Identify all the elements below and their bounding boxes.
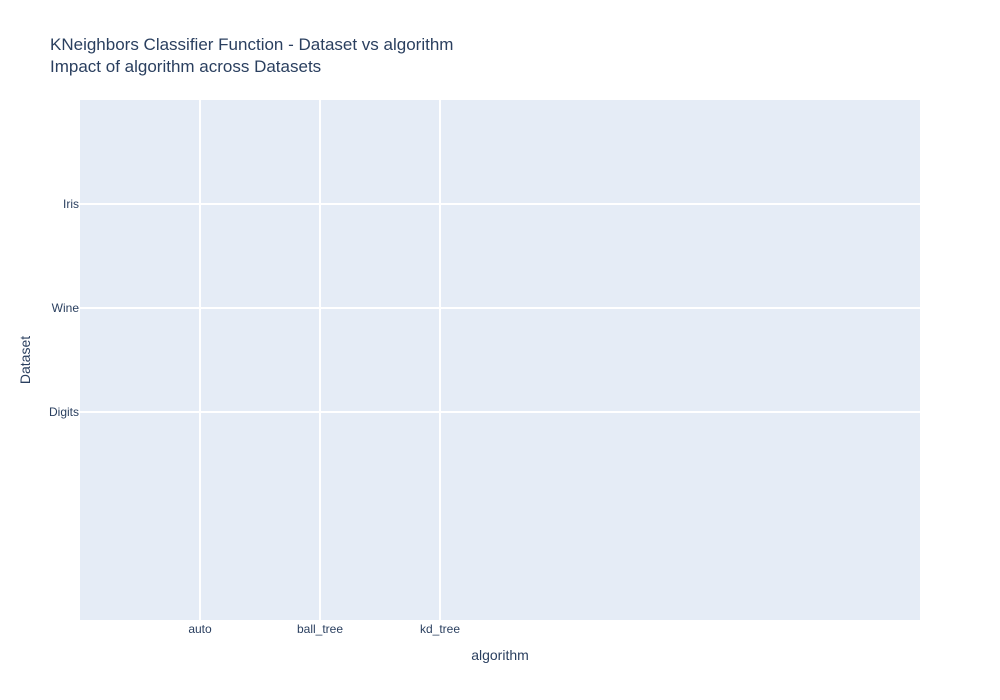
chart-title: KNeighbors Classifier Function - Dataset… bbox=[50, 35, 453, 54]
x-axis-title: algorithm bbox=[471, 647, 529, 663]
y-axis-title: Dataset bbox=[17, 336, 33, 384]
plot-area bbox=[80, 100, 920, 620]
y-tick-label: Wine bbox=[52, 301, 80, 315]
x-gridlines bbox=[199, 100, 441, 620]
x-tick-labels: auto ball_tree kd_tree bbox=[188, 622, 460, 636]
y-tick-labels: Iris Wine Digits bbox=[49, 197, 79, 419]
plot-background bbox=[80, 100, 920, 620]
y-tick-label: Iris bbox=[63, 197, 79, 211]
x-tick-label: auto bbox=[188, 622, 212, 636]
x-tick-label: kd_tree bbox=[420, 622, 460, 636]
x-tick-label: ball_tree bbox=[297, 622, 343, 636]
chart-subtitle: Impact of algorithm across Datasets bbox=[50, 57, 321, 76]
y-gridlines bbox=[80, 203, 920, 413]
y-tick-label: Digits bbox=[49, 405, 79, 419]
